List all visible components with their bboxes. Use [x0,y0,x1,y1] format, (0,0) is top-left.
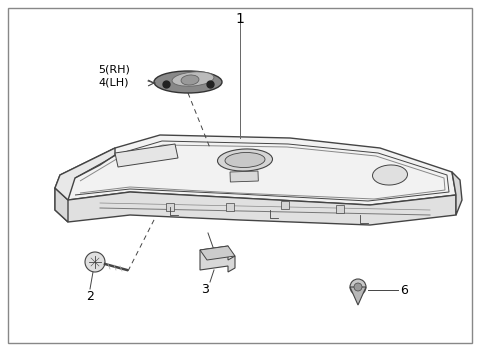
Polygon shape [350,287,366,305]
Bar [230,171,258,182]
Ellipse shape [225,152,265,167]
Polygon shape [55,135,456,205]
Circle shape [350,279,366,295]
Polygon shape [452,172,462,215]
Text: 5(RH)
4(LH): 5(RH) 4(LH) [98,64,130,88]
Bar [281,201,289,209]
Circle shape [85,252,105,272]
Polygon shape [55,188,456,225]
Ellipse shape [154,71,222,93]
Polygon shape [200,246,235,260]
Text: 2: 2 [86,290,94,303]
Text: 6: 6 [400,284,408,297]
Circle shape [354,283,362,291]
Bar [166,203,174,211]
Text: 1: 1 [236,12,244,26]
Bar [226,203,234,211]
Ellipse shape [372,165,408,185]
Polygon shape [115,144,178,167]
Ellipse shape [172,72,214,86]
Polygon shape [200,246,235,272]
Ellipse shape [181,75,199,85]
Text: 3: 3 [201,283,209,296]
Polygon shape [55,188,68,222]
Polygon shape [55,148,115,200]
Bar [336,205,344,213]
Ellipse shape [217,149,273,171]
